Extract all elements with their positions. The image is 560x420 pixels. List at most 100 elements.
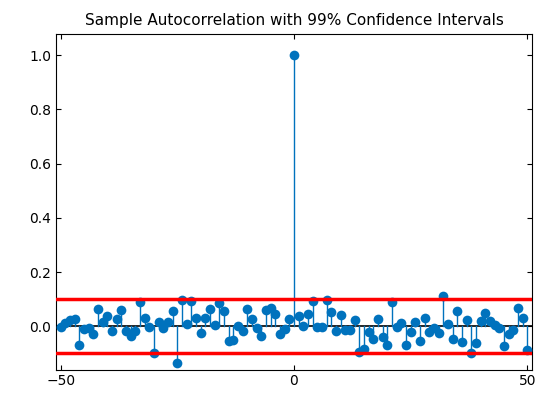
Point [430,325,438,331]
Point [420,315,429,321]
Point [271,311,280,318]
Point [383,341,392,348]
Point [66,316,74,323]
Point [406,328,415,335]
Point [327,309,336,315]
Point [355,349,364,355]
Point [238,327,247,334]
Point [117,307,126,313]
Point [103,312,112,319]
Point [145,323,154,330]
Title: Sample Autocorrelation with 99% Confidence Intervals: Sample Autocorrelation with 99% Confiden… [85,13,503,28]
Point [360,346,368,353]
Point [178,297,186,304]
Point [192,315,200,321]
Point [248,315,256,322]
Point [304,310,312,317]
Point [224,338,233,345]
Point [80,326,88,333]
Point [364,328,373,335]
Point [476,317,485,324]
Point [215,300,224,307]
Point [332,327,340,334]
Point [159,325,168,331]
Point [84,325,93,332]
Point [98,319,107,326]
Point [131,328,140,335]
Point [56,324,65,331]
Point [201,315,210,321]
Point [402,341,410,348]
Point [336,312,345,319]
Point [434,329,443,336]
Point [257,333,266,339]
Point [462,317,471,324]
Point [388,298,396,305]
Point [290,52,298,59]
Point [173,359,182,366]
Point [61,320,70,327]
Point [486,318,494,324]
Point [234,323,242,330]
Point [346,327,354,334]
Point [168,308,177,315]
Point [75,342,84,349]
Point [280,326,289,333]
Point [369,335,378,342]
Point [150,350,158,357]
Point [112,315,121,322]
Point [262,306,270,313]
Point [490,322,499,328]
Point [229,337,238,344]
Point [378,334,387,341]
Point [425,329,434,336]
Point [220,308,228,315]
Point [94,306,102,312]
Point [500,342,508,349]
Point [266,305,275,312]
Point [126,332,135,339]
Point [495,325,504,331]
Point [196,330,205,336]
Point [350,317,359,323]
Point [374,315,382,322]
Point [341,327,350,334]
Point [164,319,172,326]
Point [136,298,144,305]
Point [308,297,317,304]
Point [108,328,116,335]
Point [509,327,518,334]
Point [448,336,457,343]
Point [276,330,284,337]
Point [243,306,252,312]
Point [322,297,331,303]
Point [392,323,401,330]
Point [187,297,196,304]
Point [444,320,452,327]
Point [416,337,424,344]
Point [252,325,261,331]
Point [313,324,322,331]
Point [294,313,303,320]
Point [210,321,219,328]
Point [318,324,326,331]
Point [481,309,490,316]
Point [453,308,462,315]
Point [182,321,191,328]
Point [439,293,448,299]
Point [472,340,480,346]
Point [154,319,163,326]
Point [299,322,308,329]
Point [411,318,420,325]
Point [514,304,522,311]
Point [122,328,130,334]
Point [70,316,79,323]
Point [523,346,532,353]
Point [206,305,214,312]
Point [467,349,476,356]
Point [89,331,98,337]
Point [518,315,527,322]
Point [140,315,149,322]
Point [504,331,513,338]
Point [458,339,466,345]
